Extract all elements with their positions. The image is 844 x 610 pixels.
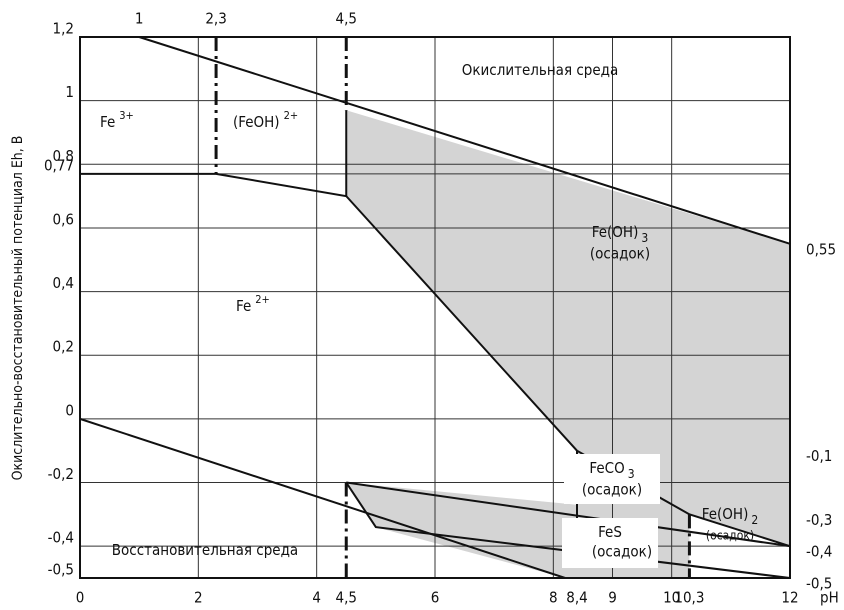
annotation-main: Окислительная среда — [462, 61, 619, 79]
x-tick-label: 6 — [431, 589, 440, 607]
x-tick-label: 9 — [608, 589, 617, 607]
annotation-sub: 2 — [751, 513, 758, 527]
annotation-main: Fe — [100, 113, 115, 131]
right-tick-label: -0,4 — [806, 543, 832, 561]
annotation-main: Восстановительная среда — [112, 541, 298, 559]
annotation-sup: 2+ — [284, 109, 299, 122]
boundary-line — [80, 172, 791, 548]
annotation-text: FeCO 3 — [589, 459, 634, 481]
y-tick-label: 0,6 — [53, 210, 74, 228]
x-tick-label: 4,5 — [336, 589, 357, 607]
boundary-line — [346, 481, 791, 548]
y-tick-label: 0,77 — [44, 156, 74, 174]
annotation-text: Fe 2+ — [236, 293, 270, 315]
annotation: Окислительная среда — [462, 61, 619, 79]
x-tick-label: 8 — [549, 589, 558, 607]
annotation-text: Fe(OH) 2 — [702, 505, 758, 527]
region — [346, 110, 790, 547]
annotation-sup: 2+ — [255, 293, 270, 306]
annotation-main: Fe(OH) — [702, 505, 749, 523]
right-tick-label: 0,55 — [806, 240, 836, 258]
y-tick-label: -0,4 — [48, 529, 74, 547]
x-tick-label: 10,3 — [674, 589, 704, 607]
annotation: FeCO 3(осадок) — [564, 454, 660, 504]
top-tick-label: 4,5 — [336, 10, 357, 28]
annotation-sub: 3 — [641, 231, 648, 245]
top-tick-label: 2,3 — [205, 10, 226, 28]
annotation-text: Восстановительная среда — [112, 541, 298, 559]
annotation-main: Fe(OH) — [592, 223, 639, 241]
y-tick-label: -0,5 — [48, 561, 74, 579]
annotation: Fe(OH) 2 (осадок) — [702, 505, 758, 543]
annotation-main: Fe — [236, 297, 251, 315]
annotation-main: FeS — [598, 523, 622, 541]
plot-frame — [79, 36, 791, 579]
annotation-note: (осадок) — [706, 529, 754, 543]
right-tick-label: -0,3 — [806, 511, 832, 529]
boundary-line — [138, 36, 791, 245]
y-tick-label: 0 — [65, 401, 74, 419]
annotation: Fe 2+ — [236, 293, 270, 315]
annotation-main: FeCO — [589, 459, 624, 477]
annotation-text: Окислительная среда — [462, 61, 619, 79]
y-tick-label: 1,2 — [53, 20, 74, 38]
annotation-text: Fe 3+ — [100, 109, 134, 131]
annotation: (FeOH) 2+ — [233, 109, 298, 131]
x-tick-label: 4 — [312, 589, 321, 607]
annotation-note: (осадок) — [592, 543, 652, 561]
annotation-main: (FeOH) — [233, 113, 280, 131]
annotation-sup: 3+ — [119, 109, 134, 122]
annotation-text: FeS — [598, 523, 622, 541]
annotation-text: (FeOH) 2+ — [233, 109, 298, 131]
label-box — [564, 454, 660, 504]
y-tick-label: 0,4 — [53, 274, 74, 292]
y-tick-label: 1 — [65, 83, 74, 101]
annotation-sub: 3 — [628, 467, 635, 481]
x-tick-label: 8,4 — [566, 589, 587, 607]
y-axis-label: Окислительно-восстановительный потенциал… — [10, 136, 26, 481]
x-tick-label: 12 — [781, 589, 798, 607]
y-tick-label: 0,8 — [53, 147, 74, 165]
annotation-note: (осадок) — [590, 245, 650, 263]
boundary-line — [79, 417, 566, 579]
x-axis-label: pH — [820, 589, 839, 607]
right-tick-label: -0,5 — [806, 575, 832, 593]
annotation-note: (осадок) — [582, 481, 642, 499]
annotation-text: Fe(OH) 3 — [592, 223, 648, 245]
annotation: FeS (осадок) — [562, 518, 658, 568]
annotation: Восстановительная среда — [112, 541, 298, 559]
label-box — [562, 518, 658, 568]
x-tick-label: 2 — [194, 589, 203, 607]
annotation: Fe(OH) 3(осадок) — [590, 223, 650, 263]
x-tick-label: 0 — [76, 589, 85, 607]
y-tick-label: 0,2 — [53, 338, 74, 356]
top-tick-label: 1 — [135, 10, 144, 28]
annotation: Fe 3+ — [100, 109, 134, 131]
right-tick-label: -0,1 — [806, 447, 832, 465]
x-tick-label: 10 — [663, 589, 680, 607]
y-tick-label: -0,2 — [48, 465, 74, 483]
